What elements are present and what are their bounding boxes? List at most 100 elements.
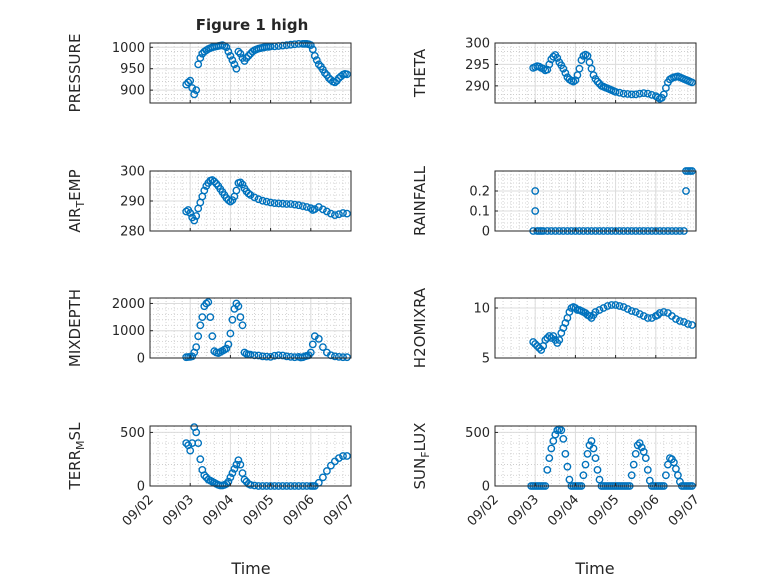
h2omixra-data-point xyxy=(603,302,612,310)
terr_msl-data-point xyxy=(326,461,335,470)
pressure-y-tick-label: 950 xyxy=(120,62,145,77)
mixdepth-data-point xyxy=(278,351,287,360)
rainfall-axes-frame xyxy=(494,170,697,232)
air_temp-y-axis-label: AIRTEMP xyxy=(66,169,87,232)
air_temp-data-point xyxy=(210,177,219,186)
terr_msl-data-point xyxy=(194,439,203,447)
mixdepth-data-point xyxy=(208,332,217,341)
subplot-pressure: 900 950 1000 PRESSURE xyxy=(66,34,352,112)
theta-axes-frame xyxy=(494,42,697,104)
terr_msl-x-tick-label: 09/03 xyxy=(160,492,197,529)
sun_flux-axes-background xyxy=(494,425,697,487)
air_temp-data-point xyxy=(182,207,191,216)
mixdepth-data-point xyxy=(238,321,247,330)
theta-data-point xyxy=(639,89,648,98)
h2omixra-y-axis-label: H2OMIXRA xyxy=(411,287,429,368)
subplot-rainfall: 0 0.1 0.2 RAINFALL xyxy=(411,165,697,240)
theta-data-point xyxy=(627,90,636,99)
h2omixra-data-point xyxy=(591,308,600,316)
mixdepth-data-point xyxy=(258,352,267,361)
mixdepth-data-point xyxy=(196,321,205,330)
terr_msl-data-point xyxy=(236,460,245,469)
terr_msl-data-point xyxy=(226,473,235,482)
air_temp-data-point xyxy=(190,216,199,225)
h2omixra-axes-frame xyxy=(494,297,697,359)
terr_msl-y-tick-label: 500 xyxy=(120,426,145,441)
mixdepth-data-point xyxy=(224,340,233,349)
rainfall-y-tick-label: 0.1 xyxy=(469,205,490,220)
theta-data-point xyxy=(559,64,568,73)
h2omixra-data-point xyxy=(565,308,574,316)
pressure-data-point xyxy=(312,56,321,64)
air_temp-data-point xyxy=(339,209,347,217)
sun_flux-data-point xyxy=(643,465,652,474)
h2omixra-data-point xyxy=(655,309,664,317)
terr_msl-data-point xyxy=(246,480,255,489)
mixdepth-data-point xyxy=(188,352,197,361)
mixdepth-data-point xyxy=(308,340,317,349)
mixdepth-data-point xyxy=(204,298,213,306)
theta-y-tick-label: 295 xyxy=(465,58,490,73)
sun_flux-y-axis-label: SUNFLUX xyxy=(411,423,432,490)
mixdepth-data-point xyxy=(228,315,237,324)
mixdepth-data-point xyxy=(330,352,339,361)
terr_msl-data-point xyxy=(222,479,231,488)
theta-data-point xyxy=(553,54,562,62)
pressure-data-point xyxy=(228,56,237,64)
pressure-data-point xyxy=(230,60,239,69)
air_temp-data-point xyxy=(334,210,343,219)
mixdepth-y-tick-label: 0 xyxy=(137,352,145,367)
theta-data-point xyxy=(577,56,586,64)
air_temp-data-point xyxy=(306,204,315,213)
air_temp-data-point xyxy=(330,211,339,220)
air_temp-data-point xyxy=(254,195,263,204)
pressure-y-tick-label: 1000 xyxy=(112,41,145,56)
terr_msl-data-point xyxy=(224,477,233,486)
terr_msl-x-tick-label: 09/04 xyxy=(200,492,237,529)
sun_flux-data-point xyxy=(662,471,670,480)
air_temp-data-point xyxy=(236,178,245,187)
mixdepth-data-point xyxy=(318,343,327,351)
terr_msl-x-tick-label: 09/07 xyxy=(321,492,358,529)
sun_flux-data-point xyxy=(543,465,552,474)
theta-data-point xyxy=(539,64,548,73)
sun_flux-y-tick-label: 500 xyxy=(465,426,490,441)
terr_msl-data-point xyxy=(234,456,243,465)
air_temp-data-point xyxy=(250,193,259,202)
pressure-data-point xyxy=(242,54,251,62)
h2omixra-data-point xyxy=(676,317,684,325)
rainfall-data-point xyxy=(531,207,540,215)
mixdepth-data-point xyxy=(314,334,323,343)
terr_msl-x-tick-label: 09/05 xyxy=(240,492,277,529)
pressure-data-point xyxy=(226,52,235,60)
air_temp-data-point xyxy=(200,186,209,195)
mixdepth-data-point xyxy=(206,313,215,321)
sun_flux-x-tick-label: 09/02 xyxy=(465,492,502,529)
mixdepth-data-point xyxy=(343,353,351,362)
h2omixra-data-point xyxy=(684,320,692,328)
air_temp-data-point xyxy=(244,189,253,198)
mixdepth-data-point xyxy=(192,343,201,351)
sun_flux-data-point xyxy=(587,437,596,445)
pressure-data-point xyxy=(182,80,191,89)
mixdepth-y-axis-label: MIXDEPTH xyxy=(66,289,84,367)
h2omixra-data-point xyxy=(595,306,604,314)
figure-title: Figure 1 high xyxy=(196,16,309,34)
air_temp-data-point xyxy=(343,209,351,218)
mixdepth-data-point xyxy=(198,313,207,321)
theta-data-point xyxy=(589,71,598,80)
air_temp-data-point xyxy=(286,200,295,208)
terr_msl-data-point xyxy=(192,428,201,437)
theta-data-point xyxy=(615,88,624,97)
air_temp-y-tick-label: 290 xyxy=(120,195,145,210)
sun_flux-data-point xyxy=(631,449,640,458)
sun_flux-data-point xyxy=(591,454,600,462)
pressure-data-point xyxy=(190,90,199,99)
pressure-data-point xyxy=(196,54,205,62)
sun_flux-data-point xyxy=(579,471,588,480)
x-axis-label-left: Time xyxy=(230,559,270,578)
h2omixra-data-point xyxy=(607,301,616,309)
terr_msl-x-tick-label: 09/06 xyxy=(281,492,318,529)
h2omixra-data-point xyxy=(672,315,680,323)
sun_flux-data-point xyxy=(589,444,598,453)
